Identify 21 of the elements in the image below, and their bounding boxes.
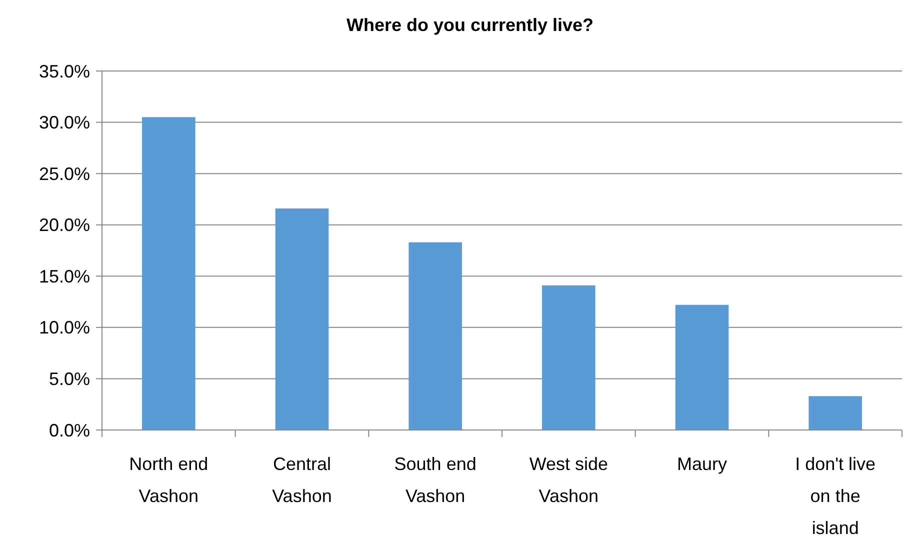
bar	[808, 396, 862, 430]
y-tick-label: 30.0%	[38, 112, 90, 133]
bar	[275, 208, 329, 430]
y-tick-label: 5.0%	[48, 369, 90, 390]
bar	[408, 242, 462, 430]
y-tick-label: 20.0%	[38, 215, 90, 236]
x-tick-label: Central Vashon	[272, 454, 332, 506]
chart-title: Where do you currently live?	[346, 15, 594, 35]
bar	[142, 117, 196, 430]
x-tick-label: South end Vashon	[394, 454, 476, 506]
x-tick-label: West side Vashon	[529, 454, 608, 506]
bar	[675, 304, 729, 430]
y-tick-label: 15.0%	[38, 266, 90, 286]
x-tick-label: North end Vashon	[129, 454, 208, 506]
y-tick-label: 0.0%	[48, 420, 90, 440]
y-tick-label: 10.0%	[38, 318, 90, 338]
bar	[542, 285, 596, 430]
y-tick-label: 25.0%	[38, 164, 90, 184]
x-tick-label: I don't live on the island	[795, 454, 876, 538]
x-tick-label: Maury	[676, 454, 728, 474]
y-tick-label: 35.0%	[38, 61, 90, 82]
